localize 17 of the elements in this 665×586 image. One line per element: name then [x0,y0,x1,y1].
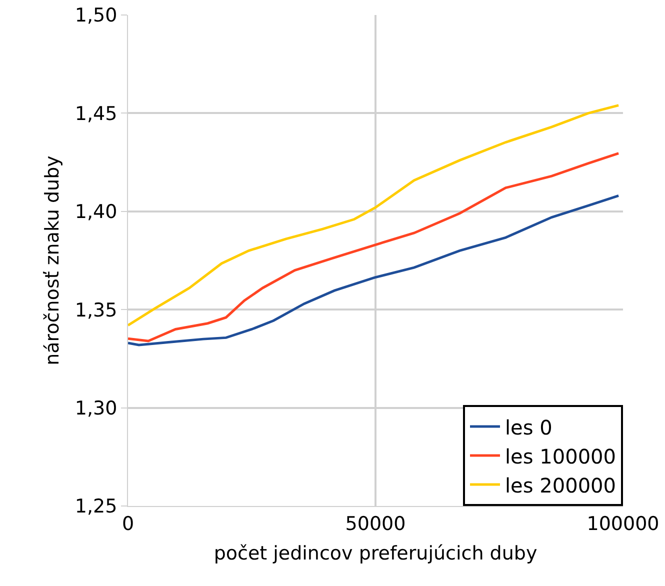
y-tick-label: 1,25 [74,496,118,518]
line-series [128,194,620,346]
y-tick-label: 1,35 [74,299,118,322]
x-tick-label: 100000 [586,512,660,535]
legend-label: les 100000 [505,444,616,468]
y-axis-title: náročnosť znaku duby [42,156,64,366]
x-tick-label: 50000 [345,512,406,535]
y-tick-label: 1,50 [74,4,118,27]
y-tick-label: 1,45 [74,102,118,125]
line-series [128,152,620,342]
line-series [128,104,620,327]
legend-label: les 0 [505,415,552,440]
y-tick-label: 1,40 [74,201,118,224]
legend-label: les 200000 [505,473,616,498]
x-axis-title: počet jedincov preferujúcich duby [214,542,538,565]
x-tick-label: 0 [122,512,134,535]
y-tick-label: 1,30 [74,397,118,420]
